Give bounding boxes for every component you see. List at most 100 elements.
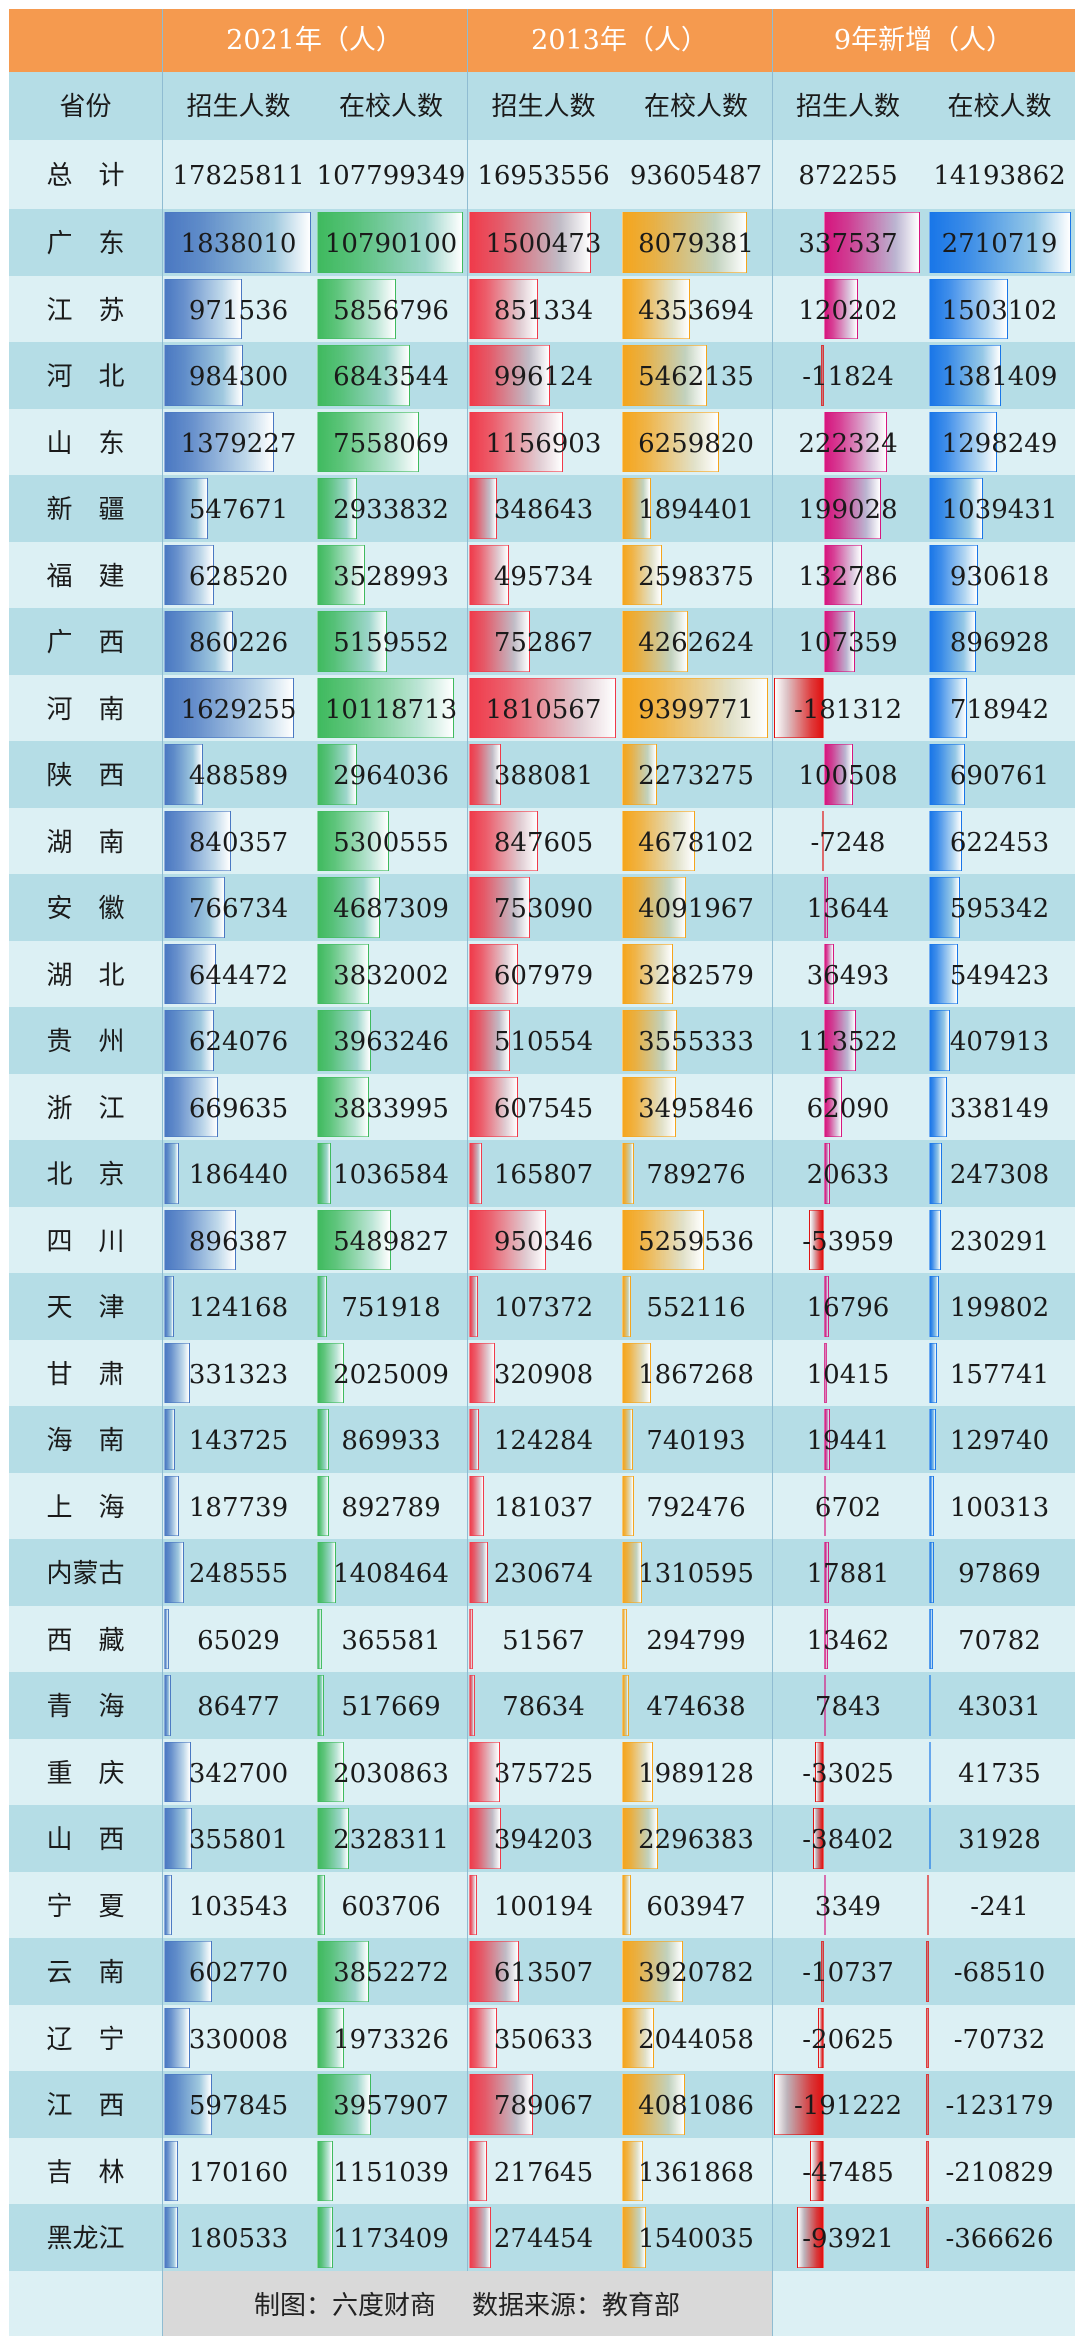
value-bar [469,345,550,406]
value-label: 10118713 [324,694,458,725]
province-label: 辽 宁 [46,2024,125,2055]
value-bar [622,677,768,738]
footer-text: 制图：六度财商 数据来源：教育部 [162,2271,772,2336]
value-bar [317,1076,369,1137]
value-bar [929,744,966,805]
value-label: 1867268 [638,1359,754,1390]
value-label: 2598375 [638,561,754,592]
value-label: 247308 [949,1160,1050,1190]
value-bar [820,345,824,406]
value-bar [824,212,920,273]
value-bar [317,943,369,1004]
value-label: -241 [970,1891,1029,1922]
value-label: 107359 [798,628,898,658]
value-label: 8079381 [638,229,754,259]
value-bar [929,1076,947,1137]
value-bar [929,1741,932,1802]
header-group-new-label: 9年新增（人） [833,25,1014,56]
value-bar [469,1276,478,1337]
value-label: 3349 [814,1891,882,1922]
value-bar [317,677,454,738]
value-label: 740193 [646,1426,746,1456]
province-label: 甘 肃 [46,1359,125,1390]
value-bar [469,2007,498,2068]
value-label: -20625 [802,2024,894,2055]
value-label: 552116 [646,1293,746,1323]
value-bar [317,345,410,406]
value-bar [469,1076,519,1137]
value-bar [164,1542,184,1603]
province-label: 河 北 [46,362,125,392]
value-label: 996124 [493,362,594,392]
value-label: 751918 [341,1293,441,1323]
subheader-province: 省份 [59,92,112,122]
value-bar [824,611,855,672]
value-label: 388081 [493,761,594,791]
value-label: 847605 [493,827,594,858]
value-label: 120202 [798,295,898,326]
value-label: 789276 [646,1160,746,1190]
value-label: 3963246 [333,1027,449,1057]
value-bar [164,677,295,738]
value-bar [622,212,748,273]
table-row [9,1871,1075,1939]
value-bar [929,877,961,938]
value-bar [164,544,215,605]
value-label: 1156903 [485,428,602,459]
header-corner [9,9,162,72]
value-bar [469,1741,500,1802]
province-label: 北 京 [46,1160,125,1190]
province-label: 宁 夏 [46,1891,125,1922]
value-label: 6702 [814,1492,882,1523]
value-bar [926,2207,929,2268]
value-bar [929,1409,936,1470]
value-label: 274454 [493,2224,594,2254]
value-label: 1298249 [941,428,1058,459]
value-bar [164,943,216,1004]
value-label: 789067 [493,2091,594,2121]
value-bar [929,1143,942,1204]
value-label: 6843544 [333,362,449,392]
value-bar [929,278,1008,339]
separator-province [162,9,163,2336]
province-label: 江 西 [46,2091,125,2121]
value-label: -191222 [793,2091,903,2121]
value-bar [622,411,720,472]
value-bar [824,943,835,1004]
value-label: 124168 [188,1293,289,1323]
value-bar [926,1941,929,2002]
value-bar [622,810,695,871]
value-label: 896387 [188,1226,289,1257]
value-bar [469,1808,501,1869]
value-bar [164,1808,193,1869]
value-bar [622,611,689,672]
value-label: 407913 [949,1027,1050,1057]
table-row [9,1672,1075,1739]
value-bar [820,1941,824,2002]
value-label: 1361868 [638,2157,754,2188]
value-label: 16796 [806,1293,890,1323]
value-bar [164,1675,171,1736]
value-bar [622,744,658,805]
value-label: 1500473 [485,229,602,259]
value-label: 607979 [493,960,594,991]
value-label: 1838010 [180,229,297,259]
value-label: 230674 [493,1559,594,1589]
value-label: 2025009 [333,1359,449,1390]
value-bar [622,1675,630,1736]
value-bar [797,2207,824,2268]
value-label: 230291 [949,1226,1050,1257]
value-bar [824,1475,826,1536]
value-bar [622,1143,635,1204]
value-bar [164,1608,170,1669]
value-label: 36493 [806,960,890,991]
value-label: -210829 [945,2157,1054,2188]
value-bar [929,810,962,871]
value-bar [317,1143,332,1204]
value-label: 766734 [188,894,289,924]
total-new-enroll: 872255 [798,161,898,191]
value-bar [818,2007,824,2068]
value-label: 4353694 [638,295,754,326]
value-bar [469,943,519,1004]
value-label: 199802 [949,1293,1050,1323]
